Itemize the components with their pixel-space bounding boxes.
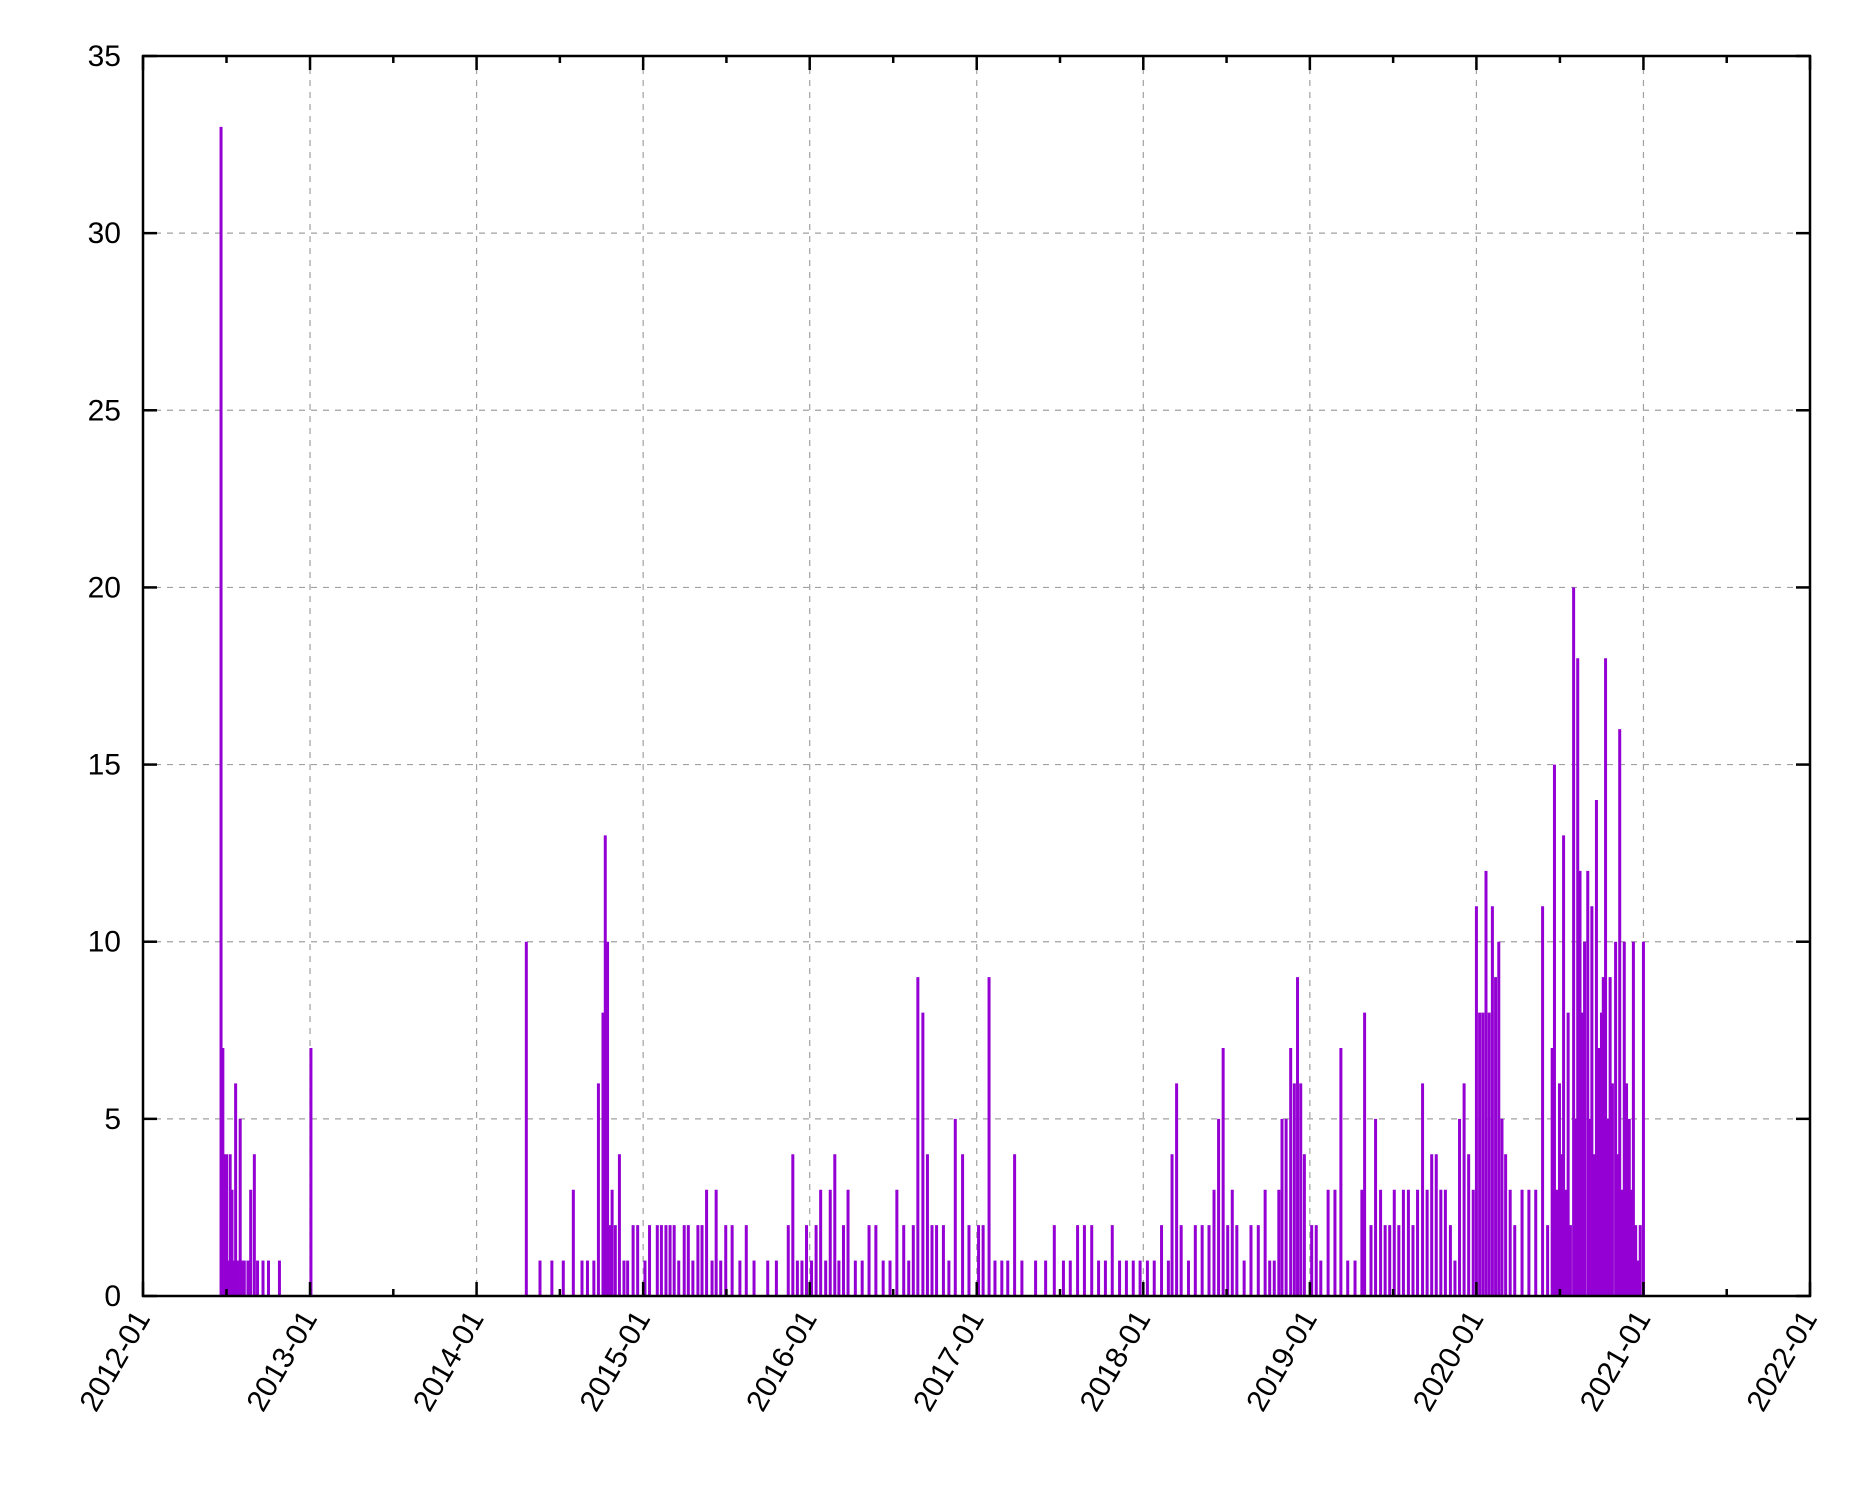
plot-frame bbox=[141, 54, 1812, 1298]
y-tick-label: 15 bbox=[88, 749, 121, 782]
y-tick-label: 0 bbox=[104, 1280, 121, 1313]
y-axis-tick-labels: 0 5 10 15 20 25 30 35 bbox=[88, 40, 121, 1313]
y-tick-label: 10 bbox=[88, 926, 121, 959]
data-bars bbox=[219, 126, 1645, 1296]
y-tick-label: 35 bbox=[88, 40, 121, 73]
y-tick-label: 5 bbox=[104, 1103, 121, 1136]
y-tick-label: 30 bbox=[88, 217, 121, 250]
y-tick-label: 20 bbox=[88, 571, 121, 604]
y-tick-label: 25 bbox=[88, 394, 121, 427]
